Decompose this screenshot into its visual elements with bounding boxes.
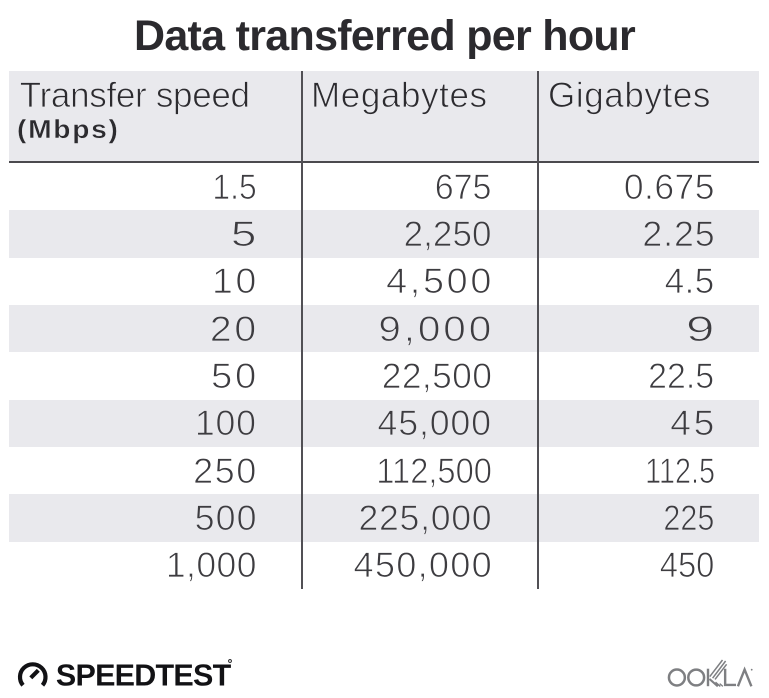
svg-text:SPEEDTEST: SPEEDTEST [56, 659, 232, 693]
